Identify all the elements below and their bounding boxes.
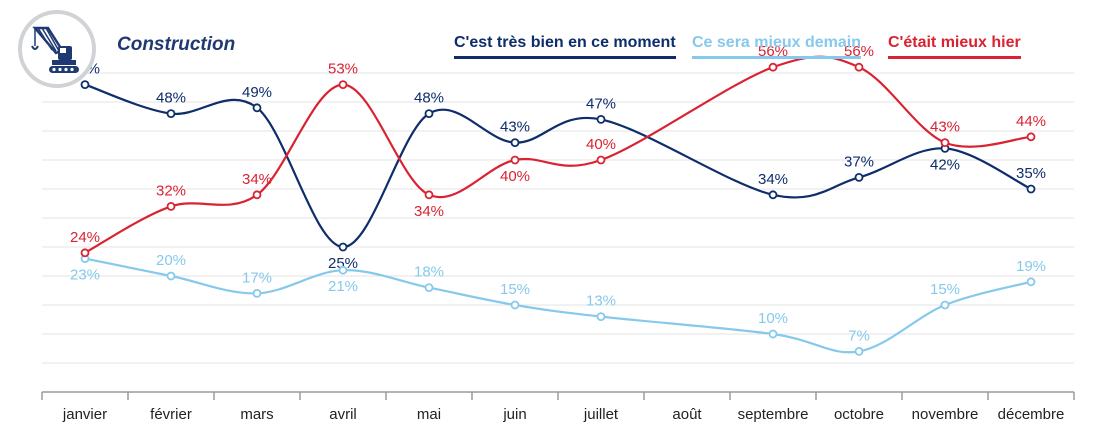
- data-label: 40%: [500, 168, 530, 185]
- data-label: 48%: [156, 90, 186, 107]
- data-label: 7%: [848, 327, 870, 344]
- data-label: 53%: [328, 61, 358, 78]
- data-point: [510, 300, 520, 310]
- data-label: 34%: [242, 171, 272, 188]
- legend-item-mieux-hier: C'était mieux hier: [888, 34, 1021, 59]
- data-point: [338, 80, 348, 89]
- data-point: [166, 271, 176, 281]
- data-point: [1026, 184, 1036, 194]
- data-label: 56%: [758, 43, 788, 60]
- x-tick-label: août: [672, 406, 702, 423]
- data-label: 42%: [930, 156, 960, 173]
- x-tick-label: juillet: [583, 406, 619, 423]
- data-point: [596, 115, 606, 124]
- data-point: [768, 329, 778, 339]
- series-line: [84, 55, 1032, 254]
- data-point: [166, 109, 176, 118]
- data-point: [166, 201, 176, 211]
- data-label: 10%: [758, 310, 788, 327]
- data-point: [768, 62, 778, 72]
- data-point: [338, 242, 348, 252]
- data-label: 23%: [70, 267, 100, 284]
- x-tick-label: juin: [502, 406, 526, 423]
- legend-line: [454, 56, 676, 59]
- x-tick-label: mars: [240, 406, 273, 423]
- data-point: [510, 138, 520, 148]
- data-label: 56%: [844, 43, 874, 60]
- data-point: [596, 312, 606, 322]
- legend-label: C'était mieux hier: [888, 34, 1021, 51]
- data-label: 43%: [500, 119, 530, 136]
- data-point: [80, 80, 90, 89]
- data-point: [596, 155, 606, 165]
- data-label: 13%: [586, 293, 616, 310]
- legend-item-mieux-demain: Ce sera mieux demain: [692, 34, 861, 59]
- data-label: 40%: [586, 136, 616, 153]
- legend-line: [692, 56, 861, 59]
- legend-line: [888, 56, 1021, 59]
- series-line: [84, 257, 1032, 354]
- legend-label: Ce sera mieux demain: [692, 34, 861, 51]
- series-2: 24% 32% 34% 53% 34% 40% 40% 56% 56% 43% 44%: [70, 43, 1046, 258]
- data-point: [338, 265, 348, 275]
- data-label: 44%: [1016, 113, 1046, 130]
- data-label: 37%: [844, 153, 874, 170]
- data-label: 15%: [500, 281, 530, 298]
- data-label: 47%: [586, 95, 616, 112]
- data-point: [424, 283, 434, 293]
- data-label: 18%: [414, 264, 444, 281]
- x-tick-label: septembre: [738, 406, 809, 423]
- data-point: [768, 190, 778, 200]
- data-point: [510, 155, 520, 165]
- x-tick-label: décembre: [998, 406, 1065, 423]
- data-label: 25%: [328, 255, 358, 272]
- x-tick-label: octobre: [834, 406, 884, 423]
- data-point: [252, 288, 262, 298]
- x-tick-label: mai: [417, 406, 441, 423]
- data-label: 19%: [1016, 258, 1046, 275]
- data-point: [940, 300, 950, 310]
- data-label: 49%: [242, 84, 272, 101]
- data-label: 34%: [758, 171, 788, 188]
- x-tick-label: janvier: [62, 406, 107, 423]
- data-point: [252, 103, 262, 113]
- data-label: 35%: [1016, 165, 1046, 182]
- data-point: [854, 172, 864, 182]
- data-point: [854, 62, 864, 72]
- data-point: [940, 138, 950, 148]
- series-0: 53% 48% 49% 25% 48% 43% 47% 34% 37% 42% 35%: [70, 61, 1046, 272]
- data-point: [854, 346, 864, 356]
- data-label: 21%: [328, 278, 358, 295]
- data-label: 43%: [930, 119, 960, 136]
- data-label: 24%: [70, 229, 100, 246]
- data-point: [1026, 277, 1036, 287]
- x-tick-label: novembre: [912, 406, 979, 423]
- series-1: 23% 20% 17% 21% 18% 15% 13% 10% 7% 15% 19%: [70, 252, 1046, 356]
- series-line: [84, 83, 1032, 249]
- legend-label: C'est très bien en ce moment: [454, 34, 676, 51]
- x-tick-label: février: [150, 406, 192, 423]
- data-label: 34%: [414, 203, 444, 220]
- data-point: [1026, 132, 1036, 142]
- data-point: [424, 109, 434, 118]
- chart-title: Construction: [117, 34, 236, 55]
- data-label: 15%: [930, 281, 960, 298]
- legend-item-bien-en-ce-moment: C'est très bien en ce moment: [454, 34, 676, 59]
- data-label: 20%: [156, 252, 186, 269]
- data-point: [252, 190, 262, 200]
- data-point: [424, 190, 434, 200]
- crane-icon: [18, 10, 96, 88]
- data-label: 32%: [156, 182, 186, 199]
- data-point: [80, 248, 90, 258]
- data-label: 48%: [414, 90, 444, 107]
- data-label: 17%: [242, 269, 272, 286]
- x-tick-label: avril: [329, 406, 357, 423]
